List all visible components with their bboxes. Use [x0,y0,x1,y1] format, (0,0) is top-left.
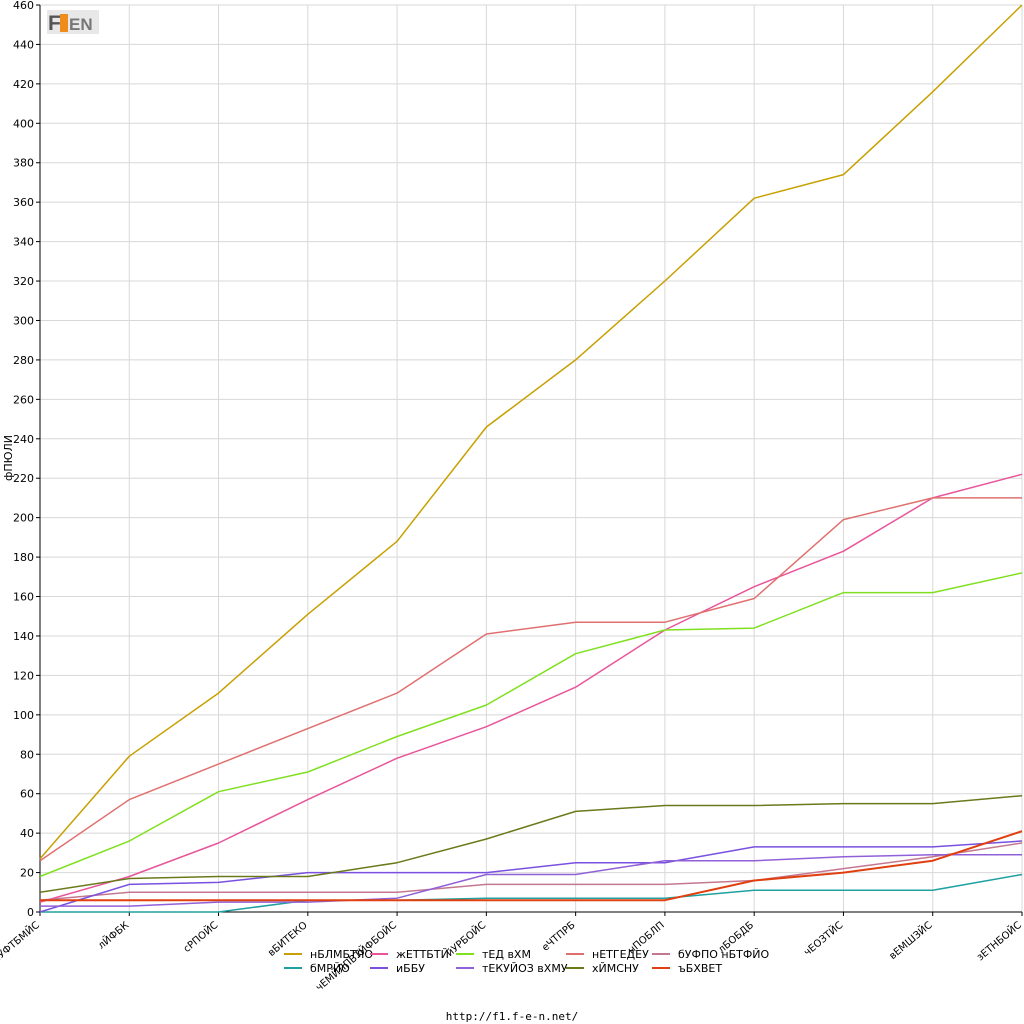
x-tick-label: лЙФБК [95,918,131,951]
legend-label: жЕТТБТЙ [396,948,449,961]
logo-letters-en: EN [69,15,93,34]
x-tick-label: бЧУФТБМЙС [0,918,42,969]
legend-label: ъБХВЕТ [678,962,722,975]
series-line [40,830,1023,902]
legend-label: тЕД вХМ [482,948,531,961]
y-tick-label: 100 [13,709,34,722]
y-tick-label: 320 [13,275,34,288]
series-line [39,840,1023,913]
x-tick-label: сРПОЙС [180,918,220,955]
legend-label: бУФПО нБТФЙО [678,948,770,961]
series-line [39,572,1023,878]
y-tick-label: 20 [20,867,34,880]
logo-accent [60,14,68,32]
y-tick-label: 360 [13,196,34,209]
footer-url[interactable]: http://f1.f-e-n.net/ [445,1010,579,1023]
x-tick-label: вЕМШЗЙС [886,918,935,962]
y-tick-label: 180 [13,551,34,564]
legend-label: нЕТГЕДЕУ [592,948,649,961]
y-tick-label: 300 [13,314,34,327]
y-tick-label: 240 [13,433,34,446]
y-tick-label: 40 [20,827,34,840]
y-tick-label: 400 [13,117,34,130]
y-tick-label: 160 [13,591,34,604]
logo-graphic: F EN [47,10,99,35]
y-tick-label: 220 [13,472,34,485]
y-tick-label: 120 [13,669,34,682]
series-line [40,854,1022,907]
y-tick-label: 280 [13,354,34,367]
y-tick-label: 340 [13,236,34,249]
series-line [39,4,1023,860]
logo-background [47,10,99,34]
y-axis-label: фПЮЛИ [2,435,15,481]
y-tick-label: 380 [13,157,34,170]
series-line [39,794,1023,894]
y-tick-label: 420 [13,78,34,91]
site-logo: F EN [47,8,99,36]
series-line [40,873,1023,913]
y-tick-label: 440 [13,38,34,51]
y-tick-label: 60 [20,788,34,801]
legend-label: бМРЙО [310,962,350,975]
x-tick-label: чЕОЗТЙС [801,918,845,958]
x-tick-label: еЧТПРБ [540,920,577,954]
x-tick-label: зЕТНБОЙС [974,918,1024,963]
series-line [39,473,1023,903]
legend-label: нБЛМБТЯО [310,948,373,961]
logo-letter-f: F [48,12,61,35]
y-tick-label: 80 [20,748,34,761]
series-line [39,497,1022,862]
legend-label: тЕКУЙОЗ вХМУ [482,962,568,975]
y-tick-label: 460 [13,0,34,12]
y-tick-label: 140 [13,630,34,643]
y-tick-label: 0 [27,906,34,919]
series-line [39,842,1023,901]
y-tick-label: 260 [13,393,34,406]
legend-label: иББУ [396,962,425,975]
legend-label: хЙМСНУ [592,962,639,975]
y-tick-label: 200 [13,512,34,525]
